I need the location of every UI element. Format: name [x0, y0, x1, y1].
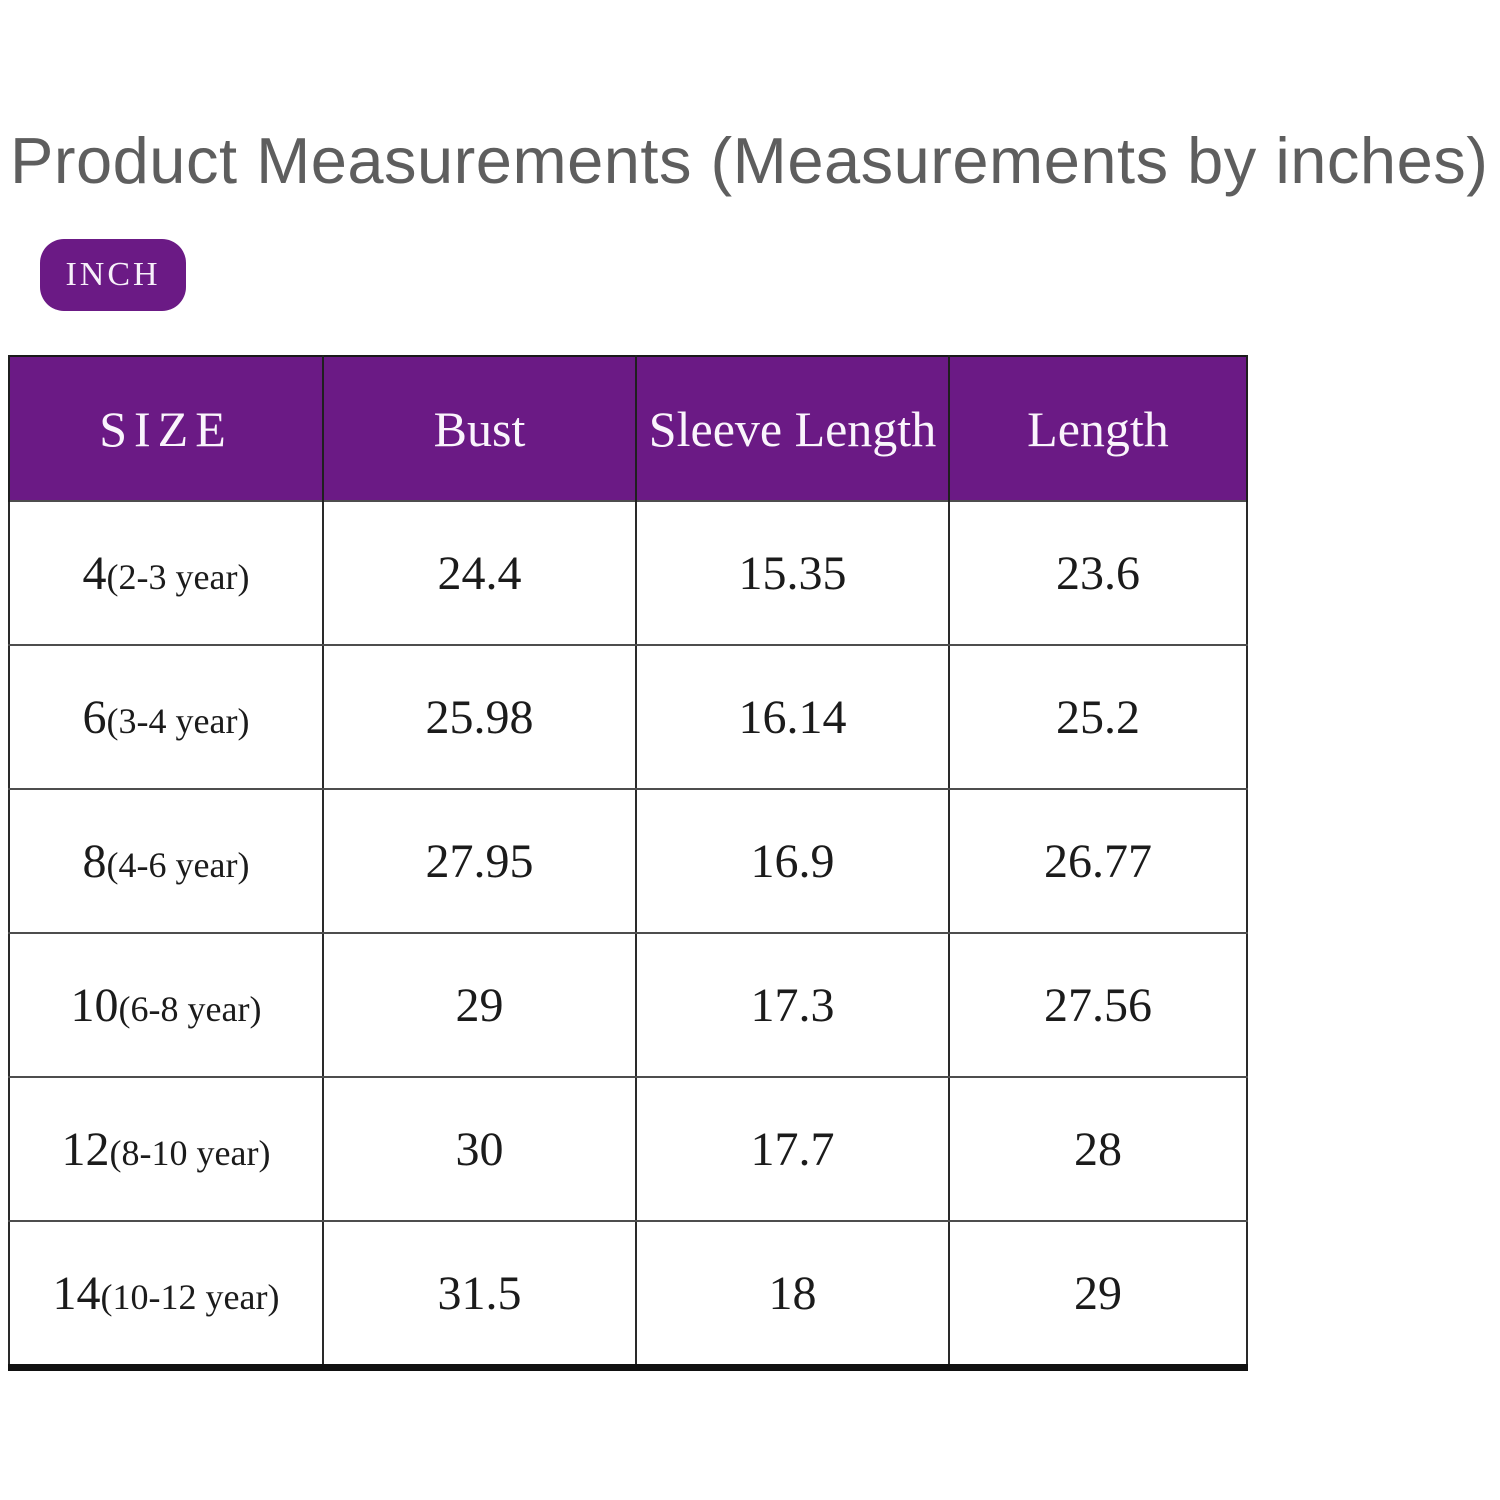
size-number: 6 [82, 690, 107, 744]
size-age-range: (10-12 year) [100, 1276, 280, 1317]
table-row: 8(4-6 year) 27.95 16.9 26.77 [8, 788, 1248, 934]
length-cell: 25.2 [948, 644, 1248, 790]
size-age-range: (3-4 year) [106, 700, 250, 741]
size-number: 12 [61, 1122, 110, 1176]
table-header-row: SIZE Bust Sleeve Length Length [8, 356, 1248, 501]
size-number: 10 [70, 978, 119, 1032]
sleeve-length-cell: 16.14 [635, 644, 950, 790]
size-number: 14 [52, 1266, 101, 1320]
size-cell: 14(10-12 year) [8, 1220, 324, 1369]
length-cell: 28 [948, 1076, 1248, 1222]
table-row: 14(10-12 year) 31.5 18 29 [8, 1220, 1248, 1369]
table-row: 6(3-4 year) 25.98 16.14 25.2 [8, 644, 1248, 790]
length-cell: 29 [948, 1220, 1248, 1369]
bust-cell: 25.98 [322, 644, 637, 790]
col-header-sleeve-length: Sleeve Length [635, 356, 950, 501]
size-age-range: (2-3 year) [106, 556, 250, 597]
length-cell: 23.6 [948, 500, 1248, 646]
size-age-range: (8-10 year) [109, 1132, 271, 1173]
sleeve-length-cell: 15.35 [635, 500, 950, 646]
size-cell: 8(4-6 year) [8, 788, 324, 934]
sleeve-length-cell: 17.7 [635, 1076, 950, 1222]
size-cell: 4(2-3 year) [8, 500, 324, 646]
bust-cell: 27.95 [322, 788, 637, 934]
size-cell: 12(8-10 year) [8, 1076, 324, 1222]
size-age-range: (4-6 year) [106, 844, 250, 885]
sleeve-length-cell: 16.9 [635, 788, 950, 934]
sleeve-length-cell: 18 [635, 1220, 950, 1369]
bust-cell: 29 [322, 932, 637, 1078]
measurements-table: SIZE Bust Sleeve Length Length 4(2-3 yea… [8, 355, 1248, 1371]
table-row: 10(6-8 year) 29 17.3 27.56 [8, 932, 1248, 1078]
col-header-bust: Bust [322, 356, 637, 501]
unit-inch-label: INCH [65, 256, 161, 293]
col-header-size: SIZE [8, 356, 324, 501]
size-cell: 10(6-8 year) [8, 932, 324, 1078]
sleeve-length-cell: 17.3 [635, 932, 950, 1078]
size-age-range: (6-8 year) [118, 988, 262, 1029]
unit-inch-badge: INCH [40, 239, 186, 311]
col-header-length: Length [948, 356, 1248, 501]
length-cell: 27.56 [948, 932, 1248, 1078]
size-number: 4 [82, 546, 107, 600]
bust-cell: 31.5 [322, 1220, 637, 1369]
bust-cell: 24.4 [322, 500, 637, 646]
table-row: 4(2-3 year) 24.4 15.35 23.6 [8, 500, 1248, 646]
size-cell: 6(3-4 year) [8, 644, 324, 790]
page-title: Product Measurements (Measurements by in… [10, 124, 1489, 197]
size-number: 8 [82, 834, 107, 888]
table-row: 12(8-10 year) 30 17.7 28 [8, 1076, 1248, 1222]
bust-cell: 30 [322, 1076, 637, 1222]
length-cell: 26.77 [948, 788, 1248, 934]
